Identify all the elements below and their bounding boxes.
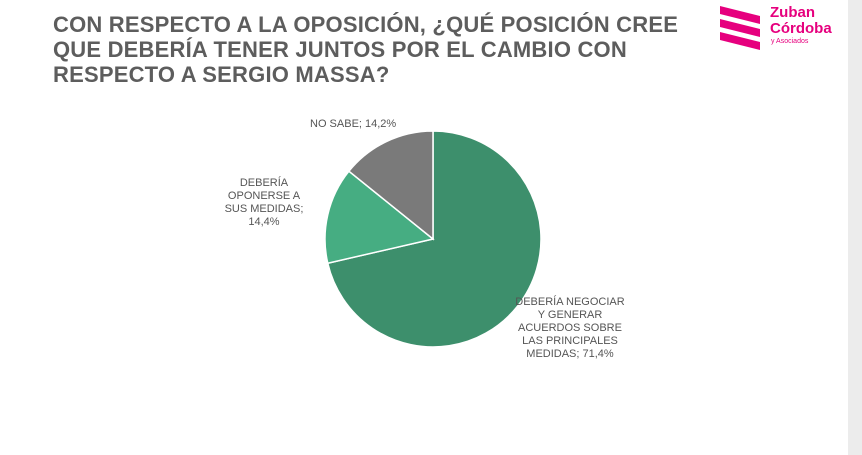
zuban-cordoba-logo: Zuban Córdoba y Asociados [716,2,846,54]
slice-label-negociar: DEBERÍA NEGOCIAR Y GENERAR ACUERDOS SOBR… [515,296,625,360]
pie-slice-oponer [324,170,435,265]
slice-label-oponer: DEBERÍA OPONERSE A SUS MEDIDAS; 14,4% [224,177,304,228]
slice-label-no-sabe: NO SABE; 14,2% [310,118,397,130]
logo-line-2: Córdoba [770,20,832,37]
pie-slice-negociar [326,130,542,348]
pie-slice-no-sabe [347,130,434,241]
logo-stripes-icon [720,6,760,50]
logo-line-1: Zuban [770,4,815,21]
logo-text: Zuban Córdoba [770,5,832,37]
chart-title: CON RESPECTO A LA OPOSICIÓN, ¿QUÉ POSICI… [53,12,679,87]
scroll-strip [848,0,862,455]
logo-subtitle: y Asociados [771,38,809,45]
